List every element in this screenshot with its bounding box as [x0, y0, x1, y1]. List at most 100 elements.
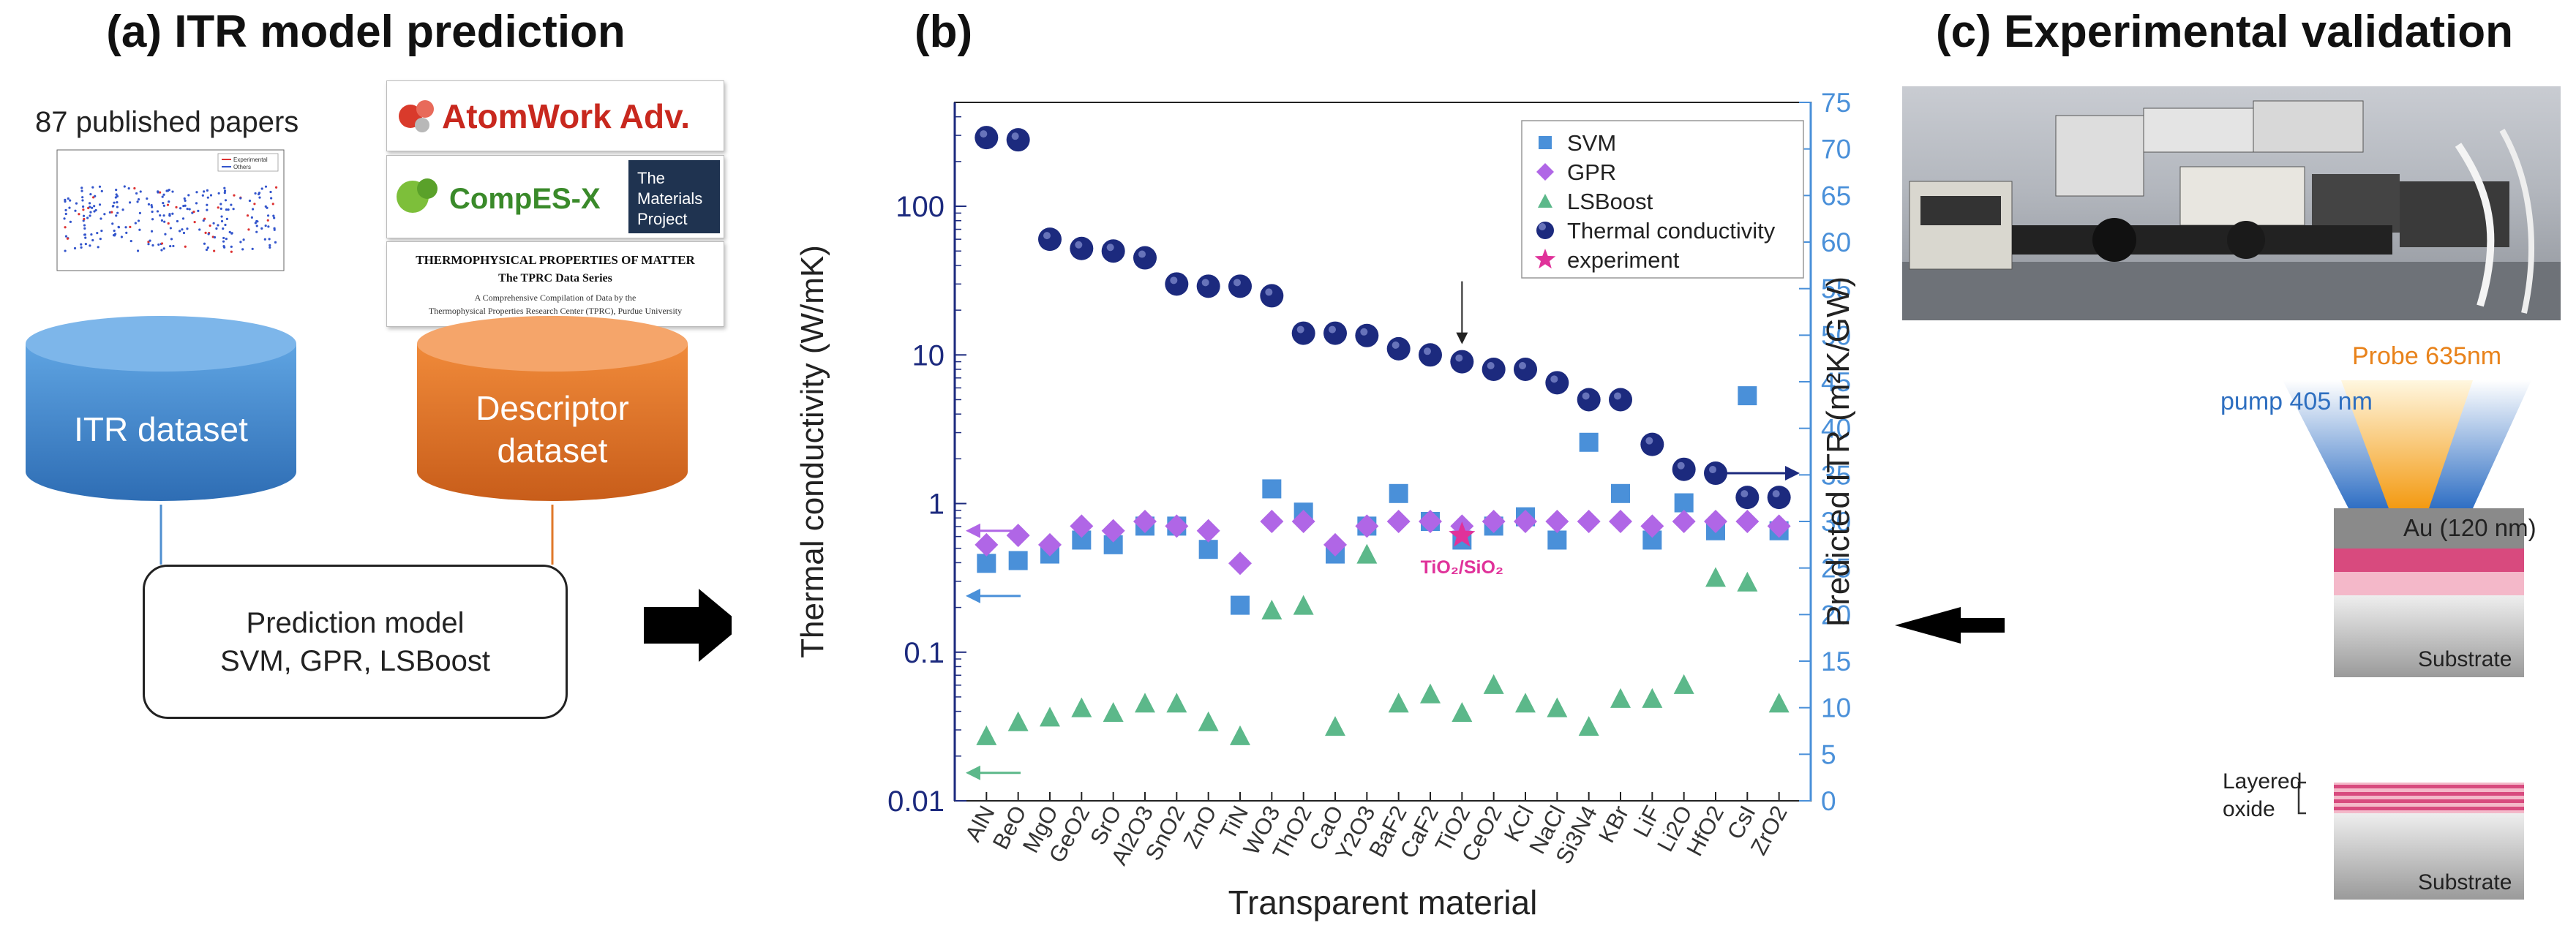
thumbnail-legend-2: Others	[233, 164, 251, 170]
thermal-conductivity-point	[1133, 246, 1157, 270]
legend-label: Thermal conductivity	[1567, 218, 1776, 244]
right-tick-label: 50	[1821, 320, 1851, 350]
tio2-arrow-head	[1456, 332, 1468, 344]
left-tick-label: 0.1	[904, 637, 945, 669]
thermal-conductivity-point	[1228, 274, 1252, 298]
thermal-conductivity-point	[1609, 388, 1632, 412]
x-tick-label: ZnO	[1179, 802, 1222, 853]
gpr-point	[975, 532, 999, 557]
thermal-conductivity-point	[1070, 236, 1094, 260]
layered-oxide-label: Layered oxide	[2223, 768, 2302, 823]
thermal-conductivity-point	[1386, 336, 1411, 361]
gpr-point	[1165, 514, 1189, 538]
svm-point	[1198, 540, 1218, 559]
right-tick-label: 70	[1821, 135, 1851, 165]
panel-c: (c) Experimental validation	[1873, 0, 2576, 931]
legend-marker	[1536, 163, 1554, 181]
left-axis-label: Thermal conductivity (W/mK)	[795, 245, 830, 658]
lsboost-point	[1040, 706, 1060, 727]
x-axis-label: Transparent material	[1228, 883, 1538, 921]
tprc-line-1: A Comprehensive Compilation of Data by t…	[475, 293, 637, 303]
substrate-2-label: Substrate	[2418, 870, 2512, 894]
itr-chart: 0.01 0.1 1 10 100 0 5 10 15 20 25 30 35 40 45 50 55 60 65 7…	[795, 88, 1856, 921]
right-tick-label: 5	[1821, 739, 1836, 769]
svm-point	[1389, 483, 1408, 503]
right-tick-label: 10	[1821, 693, 1851, 723]
gpr-point	[1291, 510, 1315, 533]
tprc-subtitle: The TPRC Data Series	[498, 272, 612, 284]
gpr-point	[1228, 551, 1252, 576]
panel-a: (a) ITR model prediction 87 published pa…	[0, 0, 732, 931]
gpr-axis-arrow-head	[966, 523, 980, 538]
mp-text-1: The	[637, 169, 665, 187]
layered-label-line-1: Layered	[2223, 769, 2302, 794]
thermal-conductivity-point	[1196, 274, 1220, 298]
lsboost-point	[1642, 687, 1663, 708]
tio2-sio2-annotation: TiO₂/SiO₂	[1421, 557, 1503, 578]
lsboost-point	[1293, 595, 1314, 615]
gpr-point	[1609, 510, 1632, 533]
svm-point	[1674, 493, 1694, 513]
thermal-conductivity-point	[975, 126, 999, 150]
descriptor-dataset-label: Descriptor dataset	[413, 388, 691, 472]
mp-text-3: Project	[637, 210, 687, 228]
lsboost-point	[1198, 711, 1219, 731]
lsboost-point	[1452, 702, 1473, 723]
panel-b: (b) 0.01 0.1 1 10 100 0 5 10 15 20 25 30 35 40 45 50 55 6…	[732, 0, 1873, 931]
substrate-layer-2	[2334, 813, 2524, 900]
right-tick-label: 20	[1821, 600, 1851, 630]
gpr-point	[1767, 514, 1791, 538]
panel-a-connectors	[159, 505, 732, 662]
thermal-conductivity-point	[1735, 486, 1760, 510]
left-tick-label: 100	[895, 191, 945, 223]
gpr-point	[1038, 532, 1062, 557]
lsboost-point	[976, 725, 997, 745]
substrate-label: Substrate	[2418, 647, 2512, 671]
lsboost-point	[1325, 716, 1345, 736]
mp-text-2: Materials	[637, 189, 702, 208]
compes-text: CompES-X	[449, 183, 601, 215]
descriptor-label-line-1: Descriptor	[476, 389, 629, 427]
atomwork-logo: AtomWork Adv.	[386, 80, 724, 151]
legend-label: LSBoost	[1567, 189, 1653, 214]
svm-point	[1579, 432, 1599, 452]
lsboost-point	[1768, 693, 1790, 713]
lsboost-point	[1007, 711, 1029, 731]
svm-axis-arrow-head	[966, 588, 980, 603]
panel-b-title: (b)	[915, 7, 973, 57]
lsboost-point	[1166, 693, 1187, 713]
layered-label-line-2: oxide	[2223, 796, 2275, 821]
right-tick-label: 75	[1821, 88, 1851, 118]
lsboost-point	[1515, 693, 1536, 713]
thermal-conductivity-point	[1514, 357, 1537, 381]
thermal-conductivity-point	[1038, 227, 1062, 252]
thermal-conductivity-point	[1545, 371, 1569, 395]
tc-axis-arrow-head	[1785, 466, 1800, 481]
lsboost-point	[1547, 697, 1568, 717]
thermal-conductivity-point	[1640, 432, 1664, 456]
right-tick-label: 65	[1821, 181, 1851, 211]
x-tick-label: KBr	[1593, 802, 1634, 847]
thermal-conductivity-point	[1482, 357, 1506, 381]
gpr-point	[1070, 514, 1094, 538]
gpr-point	[1545, 510, 1569, 533]
arrow-to-panel-b	[644, 589, 732, 662]
thermal-conductivity-point	[1577, 388, 1601, 412]
right-tick-label: 60	[1821, 227, 1851, 257]
descriptor-label-line-2: dataset	[497, 431, 608, 470]
legend-label: experiment	[1567, 247, 1680, 273]
svm-point	[1262, 479, 1282, 499]
gpr-point	[1101, 519, 1125, 543]
lsboost-point	[1230, 725, 1250, 745]
setup-photo	[1902, 86, 2561, 320]
lsboost-point	[1705, 567, 1726, 587]
lsboost-point	[1673, 674, 1694, 694]
thermal-conductivity-point	[1355, 323, 1379, 347]
gpr-point	[1133, 510, 1157, 533]
right-tick-label: 40	[1821, 414, 1851, 444]
gpr-point	[1323, 532, 1347, 557]
gpr-point	[1355, 514, 1379, 538]
gpr-point	[1482, 510, 1506, 533]
right-tick-label: 0	[1821, 786, 1836, 816]
thermal-conductivity-point	[1672, 457, 1696, 481]
